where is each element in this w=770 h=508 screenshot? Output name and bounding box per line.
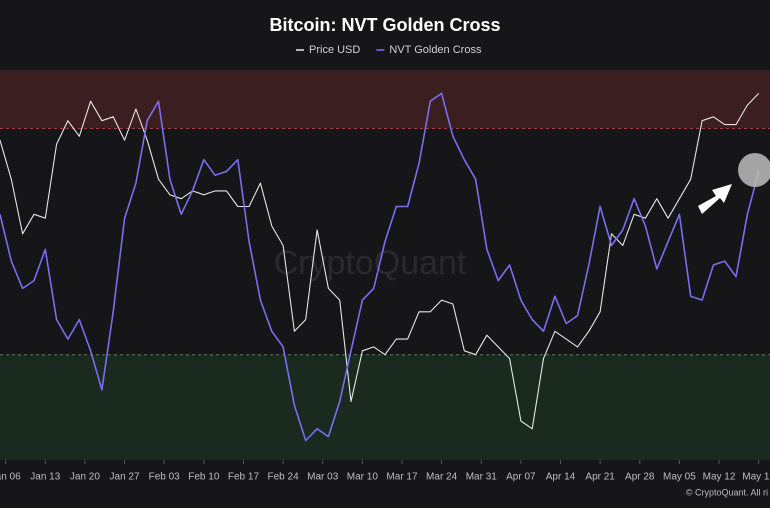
x-tick-label: May 12 <box>703 472 736 483</box>
x-tick-label: Apr 07 <box>506 472 536 483</box>
x-tick-label: Feb 17 <box>228 472 260 483</box>
zone-band <box>0 354 770 460</box>
x-tick-label: Feb 03 <box>149 472 181 483</box>
x-tick-label: Apr 14 <box>546 472 576 483</box>
series-line <box>0 92 760 442</box>
x-tick-label: May 19 <box>742 472 770 483</box>
x-tick-label: Mar 17 <box>386 472 418 483</box>
x-tick-label: Apr 21 <box>585 472 615 483</box>
x-tick-label: Jan 27 <box>110 472 140 483</box>
watermark: CryptoQuant <box>274 244 467 282</box>
annotation-arrow <box>698 184 732 214</box>
x-tick-label: Feb 24 <box>268 472 300 483</box>
chart-title: Bitcoin: NVT Golden Cross <box>269 15 500 35</box>
x-tick-label: Jan 06 <box>0 472 21 483</box>
series-line <box>0 93 760 430</box>
legend-label: Price USD <box>309 44 360 56</box>
x-tick-label: Jan 20 <box>70 472 100 483</box>
x-tick-label: Mar 24 <box>426 472 458 483</box>
x-tick-label: Apr 28 <box>625 472 655 483</box>
credit: © CryptoQuant. All ri <box>686 487 768 497</box>
x-tick-label: Feb 10 <box>188 472 220 483</box>
highlight-circle <box>738 153 770 187</box>
x-tick-label: Mar 03 <box>307 472 339 483</box>
x-tick-label: Jan 13 <box>30 472 60 483</box>
x-tick-label: Mar 31 <box>466 472 498 483</box>
legend-label: NVT Golden Cross <box>389 44 482 56</box>
x-tick-label: Mar 10 <box>347 472 379 483</box>
legend: Price USD NVT Golden Cross <box>296 44 482 56</box>
x-tick-label: May 05 <box>663 472 696 483</box>
zone-band <box>0 70 770 129</box>
